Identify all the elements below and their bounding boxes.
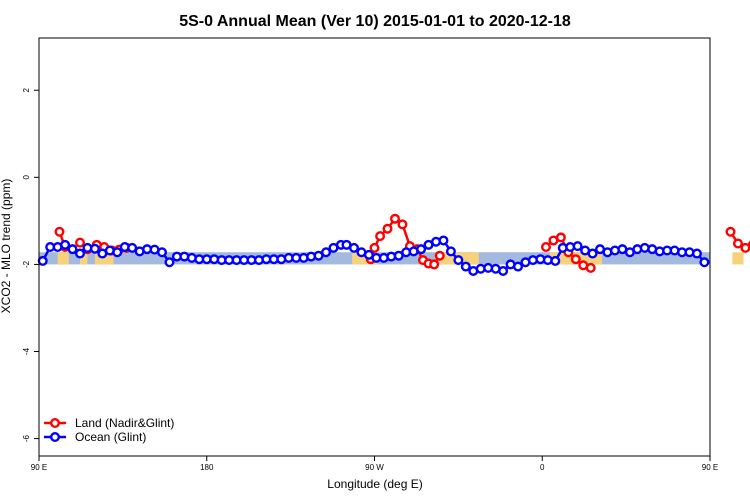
ocean-point [321, 247, 332, 258]
land-point [585, 262, 596, 273]
land-point [54, 226, 65, 237]
y-axis: 2 0 -2 -4 -6 [22, 87, 39, 442]
x-axis-label: Longitude (deg E) [327, 477, 422, 491]
y-tick-label: 2 [22, 87, 31, 92]
land-point [732, 238, 743, 249]
x-tick-label: 180 [200, 463, 214, 472]
y-tick-label: -4 [22, 347, 31, 355]
ocean-series [37, 235, 710, 276]
land-point [725, 226, 736, 237]
y-axis-label: XCO2 - MLO trend (ppm) [0, 179, 13, 314]
ocean-point [393, 250, 404, 261]
land-point [375, 231, 386, 242]
legend-marker [50, 432, 61, 443]
ocean-point [699, 257, 710, 268]
ocean-point [164, 257, 175, 268]
legend: Land (Nadir&Glint)Ocean (Glint) [44, 416, 174, 444]
legend-label: Ocean (Glint) [75, 430, 146, 444]
land-point [369, 242, 380, 253]
ocean-point [89, 243, 100, 254]
ocean-point [112, 247, 123, 258]
land-point [540, 241, 551, 252]
land-span [80, 252, 88, 265]
x-tick-label: 90 W [365, 463, 384, 472]
land-point [397, 219, 408, 230]
land-point [390, 213, 401, 224]
land-span [57, 252, 69, 265]
ocean-point [60, 239, 71, 250]
y-tick-label: -6 [22, 434, 31, 442]
chart-title: 5S-0 Annual Mean (Ver 10) 2015-01-01 to … [179, 13, 571, 30]
ocean-point [157, 247, 168, 258]
ocean-point [513, 261, 524, 272]
land-point [429, 259, 440, 270]
land-point [75, 237, 86, 248]
y-tick-label: -2 [22, 260, 31, 268]
y-tick-label: 0 [22, 175, 31, 180]
land-span [732, 252, 744, 265]
land-point [382, 223, 393, 234]
ocean-point [691, 248, 702, 259]
x-tick-label: 90 E [31, 463, 47, 472]
x-tick-label: 90 E [702, 463, 718, 472]
ocean-point [498, 265, 509, 276]
ocean-point [453, 255, 464, 266]
legend-marker [50, 418, 61, 429]
land-point [570, 254, 581, 265]
legend-label: Land (Nadir&Glint) [75, 416, 174, 430]
ocean-point [550, 255, 561, 266]
ocean-point [416, 244, 427, 255]
land-point [434, 250, 445, 261]
ocean-point [460, 261, 471, 272]
land-point [555, 232, 566, 243]
ocean-point [127, 242, 138, 253]
ocean-point [37, 255, 48, 266]
x-tick-label: 0 [540, 463, 545, 472]
ocean-point [313, 250, 324, 261]
ocean-point [348, 242, 359, 253]
ocean-point [438, 235, 449, 246]
ocean-point [572, 241, 583, 252]
ocean-point [587, 248, 598, 259]
ocean-point [75, 248, 86, 259]
ocean-point [67, 244, 78, 255]
ocean-point [445, 246, 456, 257]
series-layer [37, 213, 750, 276]
